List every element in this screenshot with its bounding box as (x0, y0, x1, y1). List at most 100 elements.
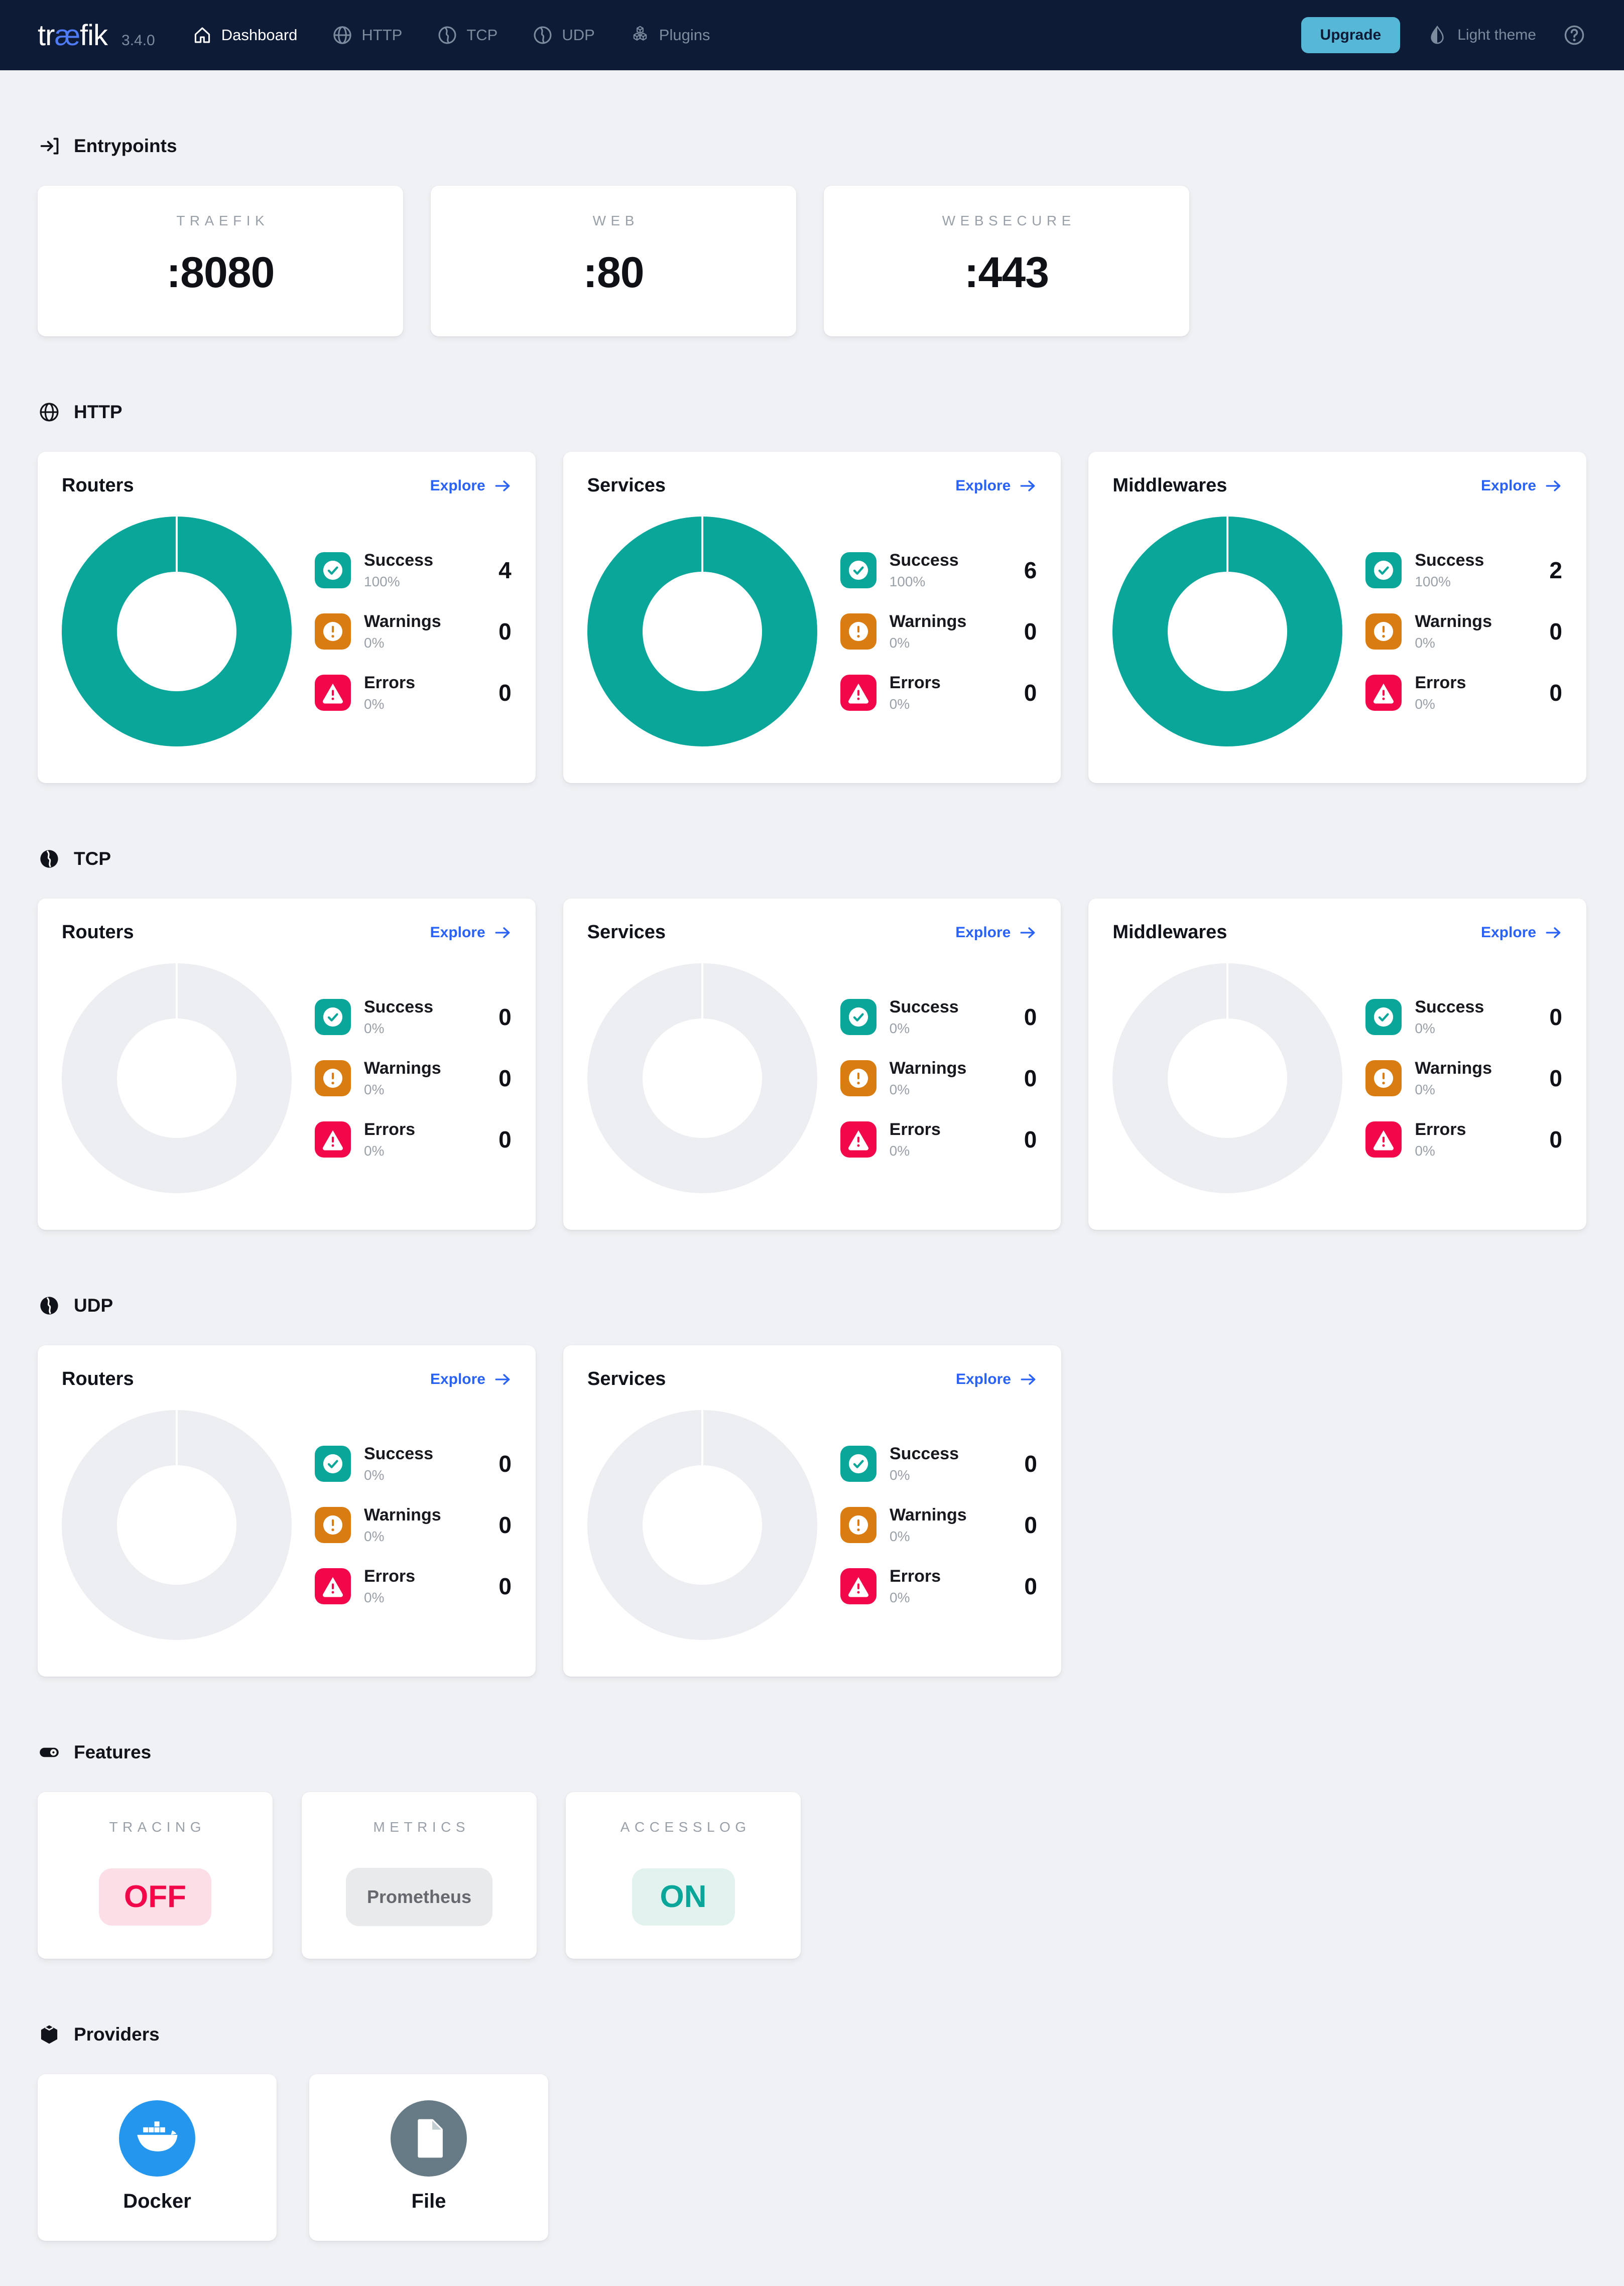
explore-label: Explore (1480, 924, 1537, 941)
provider-card-file: File (309, 2074, 548, 2241)
provider-card-docker: Docker (38, 2074, 277, 2241)
entrypoints-login-icon (38, 135, 61, 158)
stat-label: Warnings (890, 1505, 967, 1525)
stat-errors: Errors 0% 0 (315, 673, 512, 712)
stat-value: 0 (1024, 618, 1037, 645)
section-header: TCP (38, 847, 1586, 870)
stat-label: Warnings (364, 1505, 441, 1525)
stat-percent: 100% (1415, 574, 1451, 589)
entrypoint-card-traefik: TRAEFIK :8080 (38, 186, 403, 336)
stat-percent: 0% (364, 1529, 385, 1544)
stat-warnings: Warnings 0% 0 (840, 1059, 1037, 1098)
nav-item-plugins[interactable]: Plugins (629, 24, 710, 46)
error-triangle-icon (840, 1121, 877, 1158)
stat-label: Warnings (1415, 1059, 1492, 1078)
explore-link[interactable]: Explore (1481, 924, 1562, 942)
stat-warnings: Warnings 0% 0 (1365, 1059, 1562, 1098)
entrypoint-name: WEB (592, 213, 639, 228)
arrow-right-icon (493, 924, 512, 942)
explore-label: Explore (955, 1370, 1011, 1387)
legend: Success 100% 2 Warnings 0% 0 Errors 0% 0 (1365, 551, 1562, 712)
donut-chart (62, 963, 292, 1193)
stat-label: Warnings (889, 1059, 967, 1078)
nav-right: Upgrade Light theme (1301, 17, 1586, 53)
stat-percent: 100% (889, 574, 926, 589)
stat-value: 0 (498, 1004, 512, 1030)
stat-percent: 0% (364, 1590, 385, 1605)
stat-value: 0 (1024, 1451, 1037, 1477)
stat-percent: 0% (364, 1467, 385, 1483)
theme-toggle[interactable]: Light theme (1426, 24, 1536, 46)
stat-warnings: Warnings 0% 0 (315, 1059, 512, 1098)
help-icon[interactable] (1562, 23, 1586, 47)
theme-droplet-icon (1426, 24, 1448, 46)
stat-value: 0 (1549, 1126, 1563, 1153)
warning-icon (840, 613, 877, 650)
entrypoint-card-web: WEB :80 (431, 186, 796, 336)
stat-value: 0 (1549, 618, 1563, 645)
arrow-right-icon (1544, 924, 1562, 942)
warning-icon (315, 1507, 351, 1543)
nav-label: Dashboard (221, 26, 298, 44)
stat-percent: 0% (890, 1467, 910, 1483)
stat-label: Success (364, 997, 433, 1017)
explore-link[interactable]: Explore (430, 477, 512, 495)
stat-success: Success 0% 0 (315, 997, 512, 1037)
navbar: træfik 3.4.0 Dashboard HTTP TCP UDP Plug… (0, 0, 1624, 70)
theme-label: Light theme (1457, 27, 1536, 43)
tcp-routers-card: Routers Explore Success 0% 0 (38, 899, 536, 1230)
entrypoints-row: TRAEFIK :8080 WEB :80 WEBSECURE :443 (38, 186, 1586, 336)
stat-percent: 0% (889, 1021, 910, 1036)
section-title: Features (74, 1742, 152, 1762)
udp-cards-row: Routers Explore Success 0% 0 (38, 1345, 1586, 1677)
feature-status-badge: Prometheus (345, 1868, 493, 1926)
legend: Success 100% 4 Warnings 0% 0 Errors 0% 0 (315, 551, 512, 712)
udp-services-card: Services Explore Success 0% 0 (563, 1345, 1061, 1677)
nav-items: Dashboard HTTP TCP UDP Plugins (191, 24, 710, 46)
nav-label: TCP (466, 26, 498, 44)
nav-item-udp[interactable]: UDP (532, 24, 595, 46)
explore-link[interactable]: Explore (956, 1370, 1037, 1388)
stat-value: 4 (498, 557, 512, 583)
entrypoint-card-websecure: WEBSECURE :443 (824, 186, 1189, 336)
stat-label: Errors (1415, 1120, 1466, 1139)
stat-errors: Errors 0% 0 (840, 1120, 1037, 1159)
donut-chart (587, 963, 817, 1193)
explore-link[interactable]: Explore (430, 924, 512, 942)
stat-success: Success 100% 2 (1365, 551, 1562, 590)
nav-item-dashboard[interactable]: Dashboard (191, 24, 298, 46)
nav-item-tcp[interactable]: TCP (436, 24, 497, 46)
section-entrypoints: Entrypoints TRAEFIK :8080 WEB :80 WEBSEC… (38, 135, 1586, 336)
section-title: HTTP (74, 402, 122, 422)
stat-value: 6 (1024, 557, 1037, 583)
stat-percent: 0% (889, 1143, 910, 1159)
explore-link[interactable]: Explore (955, 477, 1037, 495)
stat-success: Success 0% 0 (315, 1444, 512, 1483)
upgrade-button[interactable]: Upgrade (1301, 17, 1401, 53)
stat-value: 0 (1549, 1004, 1563, 1030)
section-http: HTTP Routers Explore Success 100% (38, 401, 1587, 783)
stat-value: 2 (1549, 557, 1563, 583)
entrypoint-port: :8080 (166, 248, 275, 297)
success-check-icon (840, 552, 877, 588)
entrypoint-port: :80 (583, 248, 644, 297)
explore-label: Explore (955, 924, 1011, 941)
legend: Success 0% 0 Warnings 0% 0 Errors 0% 0 (840, 1444, 1037, 1606)
explore-link[interactable]: Explore (1481, 477, 1562, 495)
explore-link[interactable]: Explore (955, 924, 1037, 942)
stat-success: Success 0% 0 (840, 1444, 1037, 1483)
arrow-right-icon (493, 1370, 512, 1388)
stat-percent: 100% (364, 574, 400, 589)
stat-label: Success (364, 1444, 433, 1463)
nav-item-http[interactable]: HTTP (331, 24, 402, 46)
stat-percent: 0% (890, 1590, 910, 1605)
warning-icon (840, 1507, 877, 1543)
stat-label: Errors (364, 673, 416, 692)
globe-icon (38, 401, 61, 424)
nav-label: HTTP (361, 26, 403, 44)
explore-link[interactable]: Explore (430, 1370, 512, 1388)
stat-value: 0 (1024, 1573, 1037, 1599)
stat-label: Errors (889, 673, 941, 692)
stat-value: 0 (498, 618, 512, 645)
card-title: Routers (62, 922, 134, 943)
